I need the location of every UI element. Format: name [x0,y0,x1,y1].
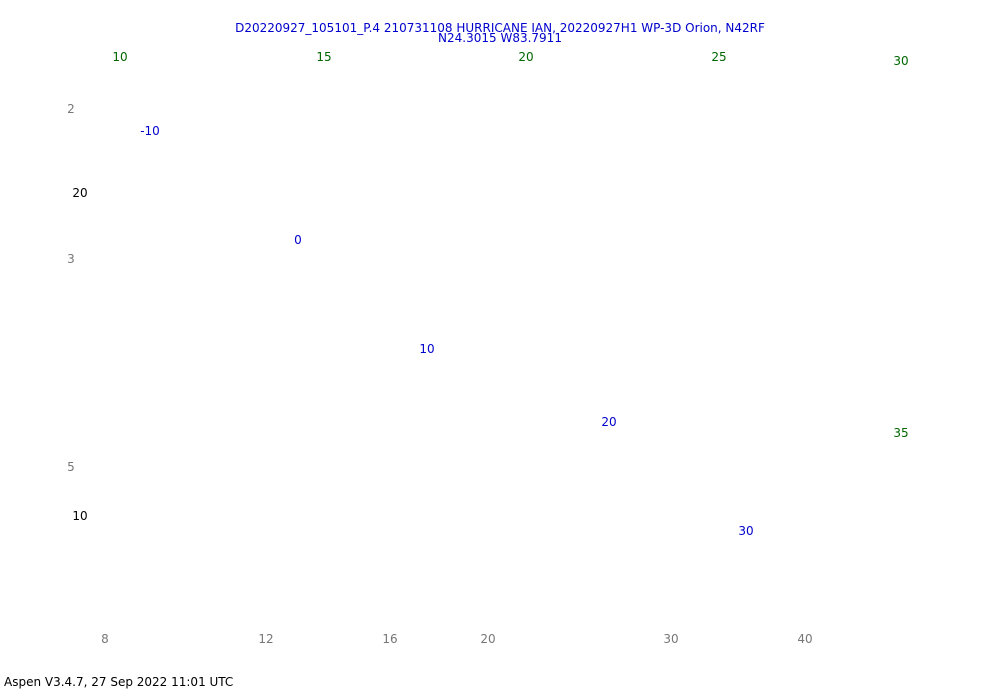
chart-title: D20220927_105101_P.4 210731108 HURRICANE… [235,21,765,35]
isotherm-tick-label: 10 [72,509,87,523]
isotherm-tick-label: 20 [72,186,87,200]
moist-adiabat-label: 10 [112,50,127,64]
chart-subtitle: N24.3015 W83.7911 [438,31,562,45]
moist-adiabat-label: 20 [518,50,533,64]
mixing-ratio-label: 2 [67,102,75,116]
axis-labels: 60070080090010003040502010101520253035-1… [67,50,908,646]
mixing-ratio-label: 20 [480,632,495,646]
moist-adiabat-label: 30 [893,54,908,68]
mixing-ratio-label: 8 [101,632,109,646]
dry-adiabat-label: 10 [419,342,434,356]
dry-adiabat-label: 0 [294,233,302,247]
thermo-grid [0,0,821,652]
dry-adiabat-label: 30 [738,524,753,538]
dry-adiabat-label: -10 [140,124,160,138]
moist-adiabat-label: 35 [893,426,908,440]
mixing-ratio-label: 30 [663,632,678,646]
mixing-ratio-label: 5 [67,460,75,474]
mixing-ratio-label: 3 [67,252,75,266]
moist-adiabat-label: 25 [711,50,726,64]
dry-adiabat-label: 20 [601,415,616,429]
mixing-ratio-label: 12 [258,632,273,646]
mixing-ratio-label: 40 [797,632,812,646]
mixing-ratio-label: 16 [382,632,397,646]
moist-adiabat-label: 15 [316,50,331,64]
footer-text: Aspen V3.4.7, 27 Sep 2022 11:01 UTC [4,675,233,689]
